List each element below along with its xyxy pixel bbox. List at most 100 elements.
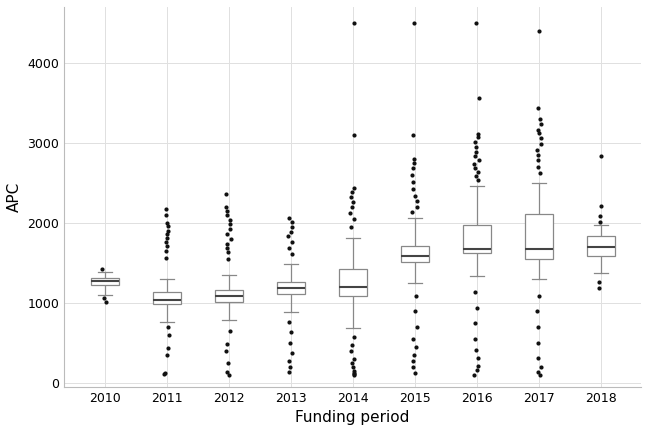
- Bar: [463, 225, 491, 253]
- Point: [409, 159, 419, 166]
- Point: [410, 369, 421, 376]
- Point: [533, 340, 544, 347]
- Point: [285, 329, 295, 336]
- Point: [407, 172, 417, 178]
- Point: [161, 351, 172, 358]
- Point: [287, 349, 297, 356]
- Point: [161, 242, 172, 249]
- Point: [411, 198, 422, 205]
- Point: [221, 348, 231, 355]
- Point: [532, 308, 542, 315]
- Point: [222, 248, 233, 255]
- Point: [411, 344, 421, 351]
- Point: [163, 323, 174, 330]
- Point: [536, 141, 546, 148]
- Point: [533, 127, 543, 133]
- Point: [163, 222, 173, 229]
- Point: [532, 146, 542, 153]
- Point: [221, 191, 231, 197]
- Point: [408, 186, 419, 193]
- Point: [410, 19, 420, 26]
- Point: [472, 304, 482, 311]
- Point: [161, 235, 172, 241]
- Point: [535, 115, 545, 122]
- Point: [349, 371, 359, 378]
- Point: [470, 320, 480, 327]
- Bar: [339, 269, 367, 295]
- Point: [533, 163, 543, 170]
- Point: [408, 358, 419, 365]
- Bar: [153, 292, 181, 304]
- Point: [407, 208, 417, 215]
- Bar: [91, 278, 119, 285]
- Point: [533, 28, 544, 35]
- Point: [161, 211, 171, 218]
- Point: [469, 161, 480, 168]
- Point: [470, 288, 480, 295]
- Point: [471, 19, 481, 26]
- Point: [411, 324, 422, 331]
- Point: [408, 164, 419, 171]
- Bar: [587, 236, 615, 256]
- Point: [222, 231, 233, 238]
- Point: [347, 360, 358, 367]
- Point: [284, 369, 295, 376]
- Point: [284, 358, 294, 365]
- Bar: [214, 290, 242, 302]
- Point: [226, 221, 236, 228]
- Point: [286, 228, 296, 235]
- Point: [285, 340, 295, 347]
- Point: [596, 153, 606, 160]
- Point: [533, 292, 544, 299]
- Point: [222, 207, 232, 214]
- X-axis label: Funding period: Funding period: [295, 410, 410, 425]
- Point: [161, 231, 172, 238]
- Point: [595, 219, 605, 226]
- Point: [222, 255, 233, 262]
- Point: [224, 371, 234, 378]
- Point: [286, 251, 297, 257]
- Point: [408, 131, 419, 138]
- Point: [469, 139, 480, 146]
- Point: [470, 143, 481, 150]
- Point: [347, 342, 357, 349]
- Point: [225, 327, 235, 334]
- Point: [162, 219, 172, 226]
- Point: [225, 216, 235, 223]
- Point: [283, 233, 294, 240]
- Point: [161, 238, 172, 245]
- Point: [349, 215, 359, 222]
- Point: [470, 164, 481, 171]
- Point: [409, 352, 419, 359]
- Point: [469, 372, 480, 378]
- Point: [349, 369, 360, 376]
- Point: [347, 203, 358, 210]
- Point: [222, 244, 232, 251]
- Point: [474, 95, 484, 102]
- Point: [349, 185, 359, 192]
- Point: [160, 206, 170, 213]
- Point: [535, 372, 545, 378]
- Point: [349, 355, 359, 362]
- Point: [345, 210, 356, 216]
- Point: [473, 354, 483, 361]
- Point: [163, 227, 173, 234]
- Point: [470, 153, 481, 160]
- Point: [595, 212, 605, 219]
- Point: [594, 284, 605, 291]
- Point: [408, 364, 419, 371]
- Point: [535, 170, 545, 177]
- Point: [346, 194, 356, 200]
- Point: [594, 279, 604, 286]
- Point: [348, 199, 358, 206]
- Point: [284, 364, 295, 371]
- Point: [472, 362, 483, 369]
- Point: [410, 192, 420, 199]
- Point: [473, 130, 483, 137]
- Point: [349, 19, 360, 26]
- Point: [221, 203, 231, 210]
- Point: [349, 131, 360, 138]
- Point: [348, 364, 358, 371]
- Point: [411, 292, 421, 299]
- Point: [223, 360, 233, 367]
